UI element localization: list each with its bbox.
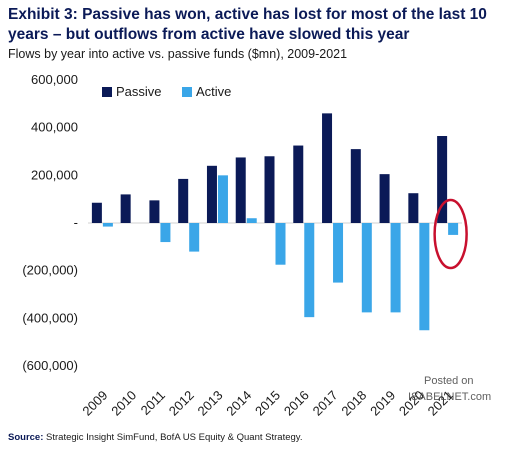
legend-label: Active — [196, 84, 231, 99]
x-tick-label: 2015 — [252, 388, 283, 419]
bar-passive — [293, 145, 304, 223]
watermark-text: ISABELNET.com — [408, 391, 491, 403]
bar-passive — [350, 149, 361, 223]
bar-passive — [264, 156, 275, 223]
bar-passive — [408, 193, 419, 223]
legend-swatch — [182, 87, 192, 97]
bar-active — [390, 223, 401, 313]
bar-active — [419, 223, 430, 331]
bar-passive — [437, 136, 448, 223]
chart-subtitle: Flows by year into active vs. passive fu… — [8, 47, 348, 61]
y-tick-label: (600,000) — [22, 358, 78, 373]
highlight-ellipse — [433, 198, 468, 270]
x-tick-label: 2013 — [195, 388, 226, 419]
bar-active — [361, 223, 372, 313]
chart-title: Exhibit 3: Passive has won, active has l… — [8, 6, 487, 43]
source-note: Source: Strategic Insight SimFund, BofA … — [8, 432, 302, 443]
bar-active — [246, 218, 257, 223]
x-tick-label: 2012 — [166, 388, 197, 419]
y-tick-label: 200,000 — [31, 167, 78, 182]
bar-active — [189, 223, 200, 252]
bar-passive — [91, 202, 102, 223]
y-tick-label: (400,000) — [22, 310, 78, 325]
bar-passive — [379, 174, 390, 223]
bar-active — [448, 223, 459, 235]
bar-passive — [235, 157, 246, 223]
y-tick-label: 400,000 — [31, 120, 78, 135]
bar-passive — [120, 194, 131, 223]
bar-passive — [149, 200, 160, 223]
source-text: Strategic Insight SimFund, BofA US Equit… — [46, 432, 303, 443]
x-tick-label: 2016 — [281, 388, 312, 419]
bar-passive — [206, 165, 217, 223]
legend-label: Passive — [116, 84, 162, 99]
bar-active — [304, 223, 315, 318]
x-tick-label: 2019 — [367, 388, 398, 419]
x-tick-label: 2010 — [108, 388, 139, 419]
bar-active — [333, 223, 344, 283]
bar-active — [102, 223, 113, 227]
x-tick-label: 2014 — [223, 388, 254, 419]
y-tick-label: - — [74, 215, 78, 230]
legend-swatch — [102, 87, 112, 97]
bar-passive — [178, 178, 189, 223]
bar-active — [160, 223, 171, 243]
source-label: Source: — [8, 432, 44, 443]
x-tick-label: 2018 — [338, 388, 369, 419]
bar-active — [275, 223, 286, 265]
x-tick-label: 2011 — [138, 388, 168, 418]
y-tick-label: 600,000 — [31, 72, 78, 87]
watermark-text: Posted on — [424, 375, 474, 387]
bar-passive — [322, 113, 333, 223]
bar-active — [217, 175, 228, 223]
x-tick-label: 2017 — [310, 388, 341, 419]
y-tick-label: (200,000) — [22, 263, 78, 278]
x-tick-label: 2009 — [79, 388, 110, 419]
